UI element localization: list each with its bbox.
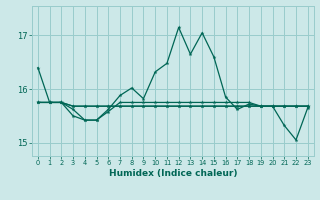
X-axis label: Humidex (Indice chaleur): Humidex (Indice chaleur) xyxy=(108,169,237,178)
